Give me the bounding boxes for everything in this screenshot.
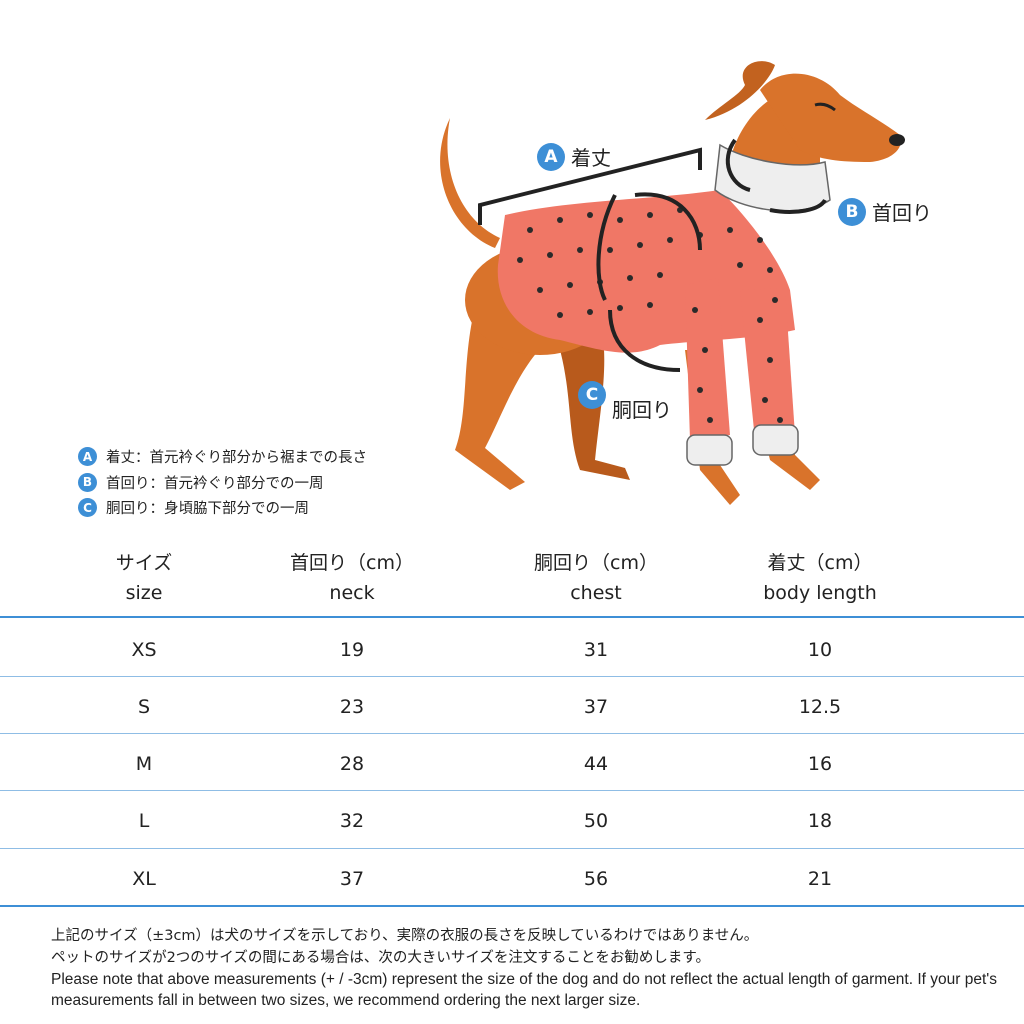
dog-illustration bbox=[440, 61, 905, 505]
cell-size: M bbox=[135, 753, 153, 775]
label-a-text: 着丈 bbox=[571, 146, 611, 170]
cell-neck: 19 bbox=[339, 639, 365, 661]
cell-size: XL bbox=[132, 868, 156, 890]
badge-b-icon: B bbox=[78, 472, 97, 492]
table-row: S 23 37 12.5 bbox=[0, 679, 1024, 735]
table-row: L 32 50 18 bbox=[0, 793, 1024, 849]
cell-size: XS bbox=[131, 639, 157, 661]
note-en: Please note that above measurements (+ /… bbox=[51, 971, 997, 1009]
header-en: size bbox=[125, 582, 163, 604]
cell-neck: 37 bbox=[339, 868, 365, 890]
note-jp-1: 上記のサイズ（±3cm）は犬のサイズを示しており、実際の衣服の長さを反映している… bbox=[51, 928, 759, 944]
cell-chest: 31 bbox=[583, 639, 609, 661]
header-body-length: 着丈（cm） body length bbox=[720, 548, 920, 608]
cell-neck: 32 bbox=[339, 810, 365, 832]
row-divider bbox=[0, 790, 1024, 791]
header-jp: 首回り（cm） bbox=[290, 552, 414, 574]
sweater-collar bbox=[714, 143, 831, 212]
label-b: B 首回り bbox=[838, 197, 932, 226]
header-en: chest bbox=[570, 582, 622, 604]
cell-neck: 28 bbox=[339, 753, 365, 775]
label-c: C 胴回り bbox=[578, 366, 672, 423]
dog-ear bbox=[705, 61, 775, 120]
size-notes: 上記のサイズ（±3cm）は犬のサイズを示しており、実際の衣服の長さを反映している… bbox=[51, 926, 1011, 1011]
legend-text: 着丈：首元衿ぐり部分から裾までの長さ bbox=[106, 450, 367, 467]
dog-eye bbox=[814, 102, 836, 112]
legend-item-a: A 着丈：首元衿ぐり部分から裾までの長さ bbox=[78, 444, 367, 470]
cell-chest: 56 bbox=[583, 868, 609, 890]
badge-c-icon: C bbox=[78, 498, 97, 518]
cell-body-length: 16 bbox=[807, 753, 833, 775]
header-size: サイズ size bbox=[64, 548, 224, 608]
badge-a-icon: A bbox=[537, 142, 565, 171]
sweater-cuff bbox=[686, 434, 733, 466]
table-top-divider bbox=[0, 616, 1024, 618]
dog-nose bbox=[889, 134, 905, 146]
row-divider bbox=[0, 733, 1024, 734]
cell-chest: 50 bbox=[583, 810, 609, 832]
cell-body-length: 21 bbox=[807, 868, 833, 890]
dog-head bbox=[760, 73, 901, 162]
table-row: M 28 44 16 bbox=[0, 736, 1024, 792]
header-neck: 首回り（cm） neck bbox=[272, 548, 432, 608]
cell-body-length: 10 bbox=[807, 639, 833, 661]
legend-text: 首回り：首元衿ぐり部分での一周 bbox=[106, 475, 324, 492]
cell-body-length: 18 bbox=[807, 810, 833, 832]
legend-text: 胴回り：身頃脇下部分での一周 bbox=[106, 501, 309, 518]
legend-item-b: B 首回り：首元衿ぐり部分での一周 bbox=[78, 470, 367, 496]
sweater-cuff-2 bbox=[752, 424, 799, 456]
header-jp: 胴回り（cm） bbox=[534, 552, 658, 574]
header-jp: サイズ bbox=[115, 552, 173, 574]
sweater-sleeve-2 bbox=[740, 288, 795, 440]
sweater-body bbox=[497, 190, 795, 353]
label-a: A 着丈 bbox=[537, 142, 611, 171]
legend: A 着丈：首元衿ぐり部分から裾までの長さ B 首回り：首元衿ぐり部分での一周 C… bbox=[78, 444, 367, 521]
legend-item-c: C 胴回り：身頃脇下部分での一周 bbox=[78, 495, 367, 521]
badge-b-icon: B bbox=[838, 197, 866, 226]
label-b-text: 首回り bbox=[872, 201, 932, 225]
table-row: XS 19 31 10 bbox=[0, 622, 1024, 678]
measure-arrows bbox=[478, 138, 827, 372]
row-divider bbox=[0, 676, 1024, 677]
header-en: neck bbox=[329, 582, 375, 604]
header-jp: 着丈（cm） bbox=[767, 552, 873, 574]
cell-body-length: 12.5 bbox=[798, 696, 842, 718]
cell-neck: 23 bbox=[339, 696, 365, 718]
header-en: body length bbox=[763, 582, 877, 604]
note-jp-2: ペットのサイズが2つのサイズの間にある場合は、次の大きいサイズを注文することをお… bbox=[51, 949, 710, 966]
badge-c-icon: C bbox=[578, 380, 606, 409]
sweater-sleeve bbox=[685, 278, 730, 440]
cell-size: L bbox=[138, 810, 150, 832]
cell-chest: 37 bbox=[583, 696, 609, 718]
label-c-text: 胴回り bbox=[612, 398, 672, 422]
badge-a-icon: A bbox=[78, 447, 97, 467]
table-row: XL 37 56 21 bbox=[0, 851, 1024, 907]
header-chest: 胴回り（cm） chest bbox=[516, 548, 676, 608]
dog-tail bbox=[440, 118, 500, 248]
cell-chest: 44 bbox=[583, 753, 609, 775]
cell-size: S bbox=[137, 696, 151, 718]
table-bottom-divider bbox=[0, 905, 1024, 907]
size-table-header: サイズ size 首回り（cm） neck 胴回り（cm） chest 着丈（c… bbox=[0, 548, 1024, 616]
row-divider bbox=[0, 848, 1024, 849]
